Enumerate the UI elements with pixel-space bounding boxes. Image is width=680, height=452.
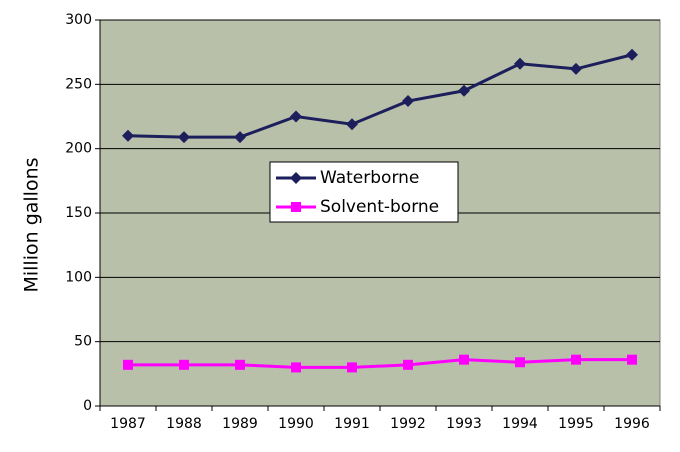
marker	[123, 359, 133, 370]
y-tick-label: 300	[65, 12, 92, 28]
x-tick-label: 1993	[446, 416, 482, 432]
marker	[346, 118, 358, 131]
marker	[515, 357, 525, 368]
marker	[122, 129, 134, 142]
x-tick-label: 1990	[278, 416, 314, 432]
marker	[514, 57, 526, 70]
x-tick-label: 1989	[222, 416, 258, 432]
marker	[178, 131, 190, 144]
y-axis-label: Million gallons	[21, 157, 43, 292]
marker	[291, 362, 301, 373]
y-tick-label: 100	[65, 269, 92, 285]
marker	[570, 62, 582, 75]
marker	[347, 362, 357, 373]
series-line	[127, 53, 633, 139]
marker	[290, 110, 302, 123]
marker	[179, 359, 189, 370]
marker	[403, 359, 413, 370]
legend-box	[269, 161, 459, 223]
y-tick-label: 250	[65, 76, 92, 92]
x-tick-label: 1988	[166, 416, 202, 432]
legend-label: Waterborne	[320, 168, 419, 188]
x-tick-label: 1994	[502, 416, 538, 432]
x-tick-label: 1996	[614, 416, 650, 432]
marker	[571, 354, 581, 365]
series-line	[128, 358, 632, 369]
marker	[627, 354, 637, 365]
legend: Waterborne Solvent-borne	[269, 161, 459, 223]
marker	[291, 202, 301, 212]
marker	[290, 172, 302, 184]
marker	[235, 359, 245, 370]
marker	[234, 131, 246, 144]
legend-label: Solvent-borne	[320, 197, 439, 217]
x-tick-label: 1995	[558, 416, 594, 432]
x-tick-label: 1991	[334, 416, 370, 432]
marker	[458, 84, 470, 97]
y-tick-label: 200	[65, 141, 92, 157]
y-tick-label: 0	[83, 398, 92, 414]
marker	[626, 48, 638, 61]
y-tick-label: 150	[65, 205, 92, 221]
x-tick-label: 1987	[110, 416, 146, 432]
marker	[402, 95, 414, 108]
marker	[459, 354, 469, 365]
y-tick-label: 50	[74, 334, 92, 350]
x-tick-label: 1992	[390, 416, 426, 432]
